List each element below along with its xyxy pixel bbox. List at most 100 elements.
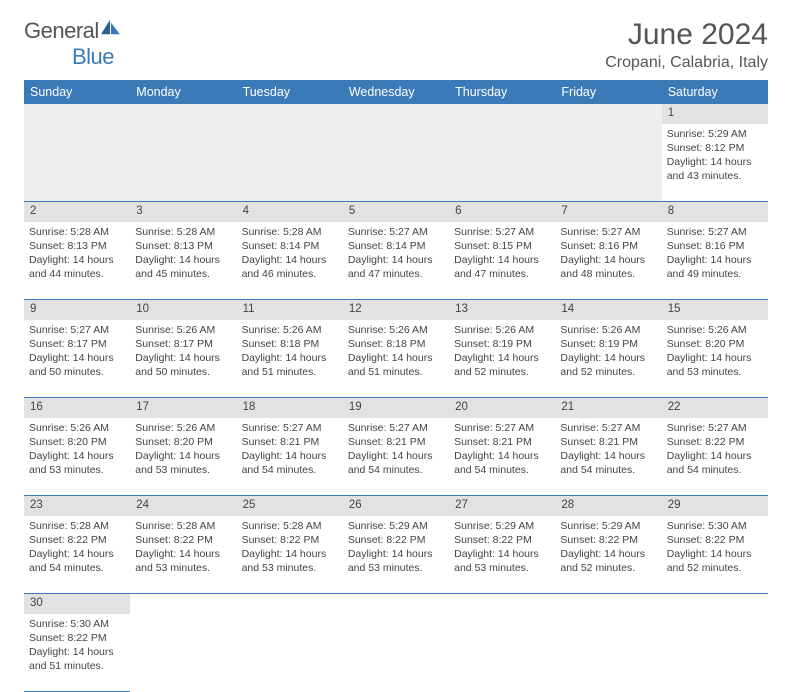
day-content: Sunrise: 5:28 AMSunset: 8:22 PMDaylight:… bbox=[135, 519, 231, 576]
day-number: 24 bbox=[130, 496, 236, 516]
day-content: Sunrise: 5:29 AMSunset: 8:12 PMDaylight:… bbox=[667, 127, 763, 184]
day-sr: Sunrise: 5:27 AM bbox=[454, 225, 550, 239]
day-d1: Daylight: 14 hours bbox=[135, 449, 231, 463]
day-header: Friday bbox=[555, 80, 661, 104]
day-cell: Sunrise: 5:27 AMSunset: 8:16 PMDaylight:… bbox=[662, 222, 768, 300]
day-number bbox=[343, 594, 449, 614]
day-cell: Sunrise: 5:29 AMSunset: 8:22 PMDaylight:… bbox=[343, 516, 449, 594]
day-cell: Sunrise: 5:28 AMSunset: 8:14 PMDaylight:… bbox=[237, 222, 343, 300]
day-cell: Sunrise: 5:30 AMSunset: 8:22 PMDaylight:… bbox=[662, 516, 768, 594]
day-cell: Sunrise: 5:28 AMSunset: 8:13 PMDaylight:… bbox=[130, 222, 236, 300]
day-d1: Daylight: 14 hours bbox=[454, 253, 550, 267]
day-sr: Sunrise: 5:27 AM bbox=[29, 323, 125, 337]
day-ss: Sunset: 8:16 PM bbox=[560, 239, 656, 253]
day-number: 22 bbox=[662, 398, 768, 418]
day-d1: Daylight: 14 hours bbox=[348, 449, 444, 463]
day-cell: Sunrise: 5:27 AMSunset: 8:21 PMDaylight:… bbox=[237, 418, 343, 496]
day-d1: Daylight: 14 hours bbox=[348, 253, 444, 267]
day-number: 9 bbox=[24, 300, 130, 320]
day-content: Sunrise: 5:26 AMSunset: 8:18 PMDaylight:… bbox=[348, 323, 444, 380]
day-ss: Sunset: 8:13 PM bbox=[29, 239, 125, 253]
day-ss: Sunset: 8:22 PM bbox=[348, 533, 444, 547]
day-ss: Sunset: 8:19 PM bbox=[454, 337, 550, 351]
day-header-row: SundayMondayTuesdayWednesdayThursdayFrid… bbox=[24, 80, 768, 104]
day-d2: and 45 minutes. bbox=[135, 267, 231, 281]
day-number: 30 bbox=[24, 594, 130, 614]
day-cell bbox=[555, 124, 661, 202]
day-d1: Daylight: 14 hours bbox=[135, 351, 231, 365]
daynum-row: 9101112131415 bbox=[24, 300, 768, 320]
day-ss: Sunset: 8:22 PM bbox=[135, 533, 231, 547]
day-content: Sunrise: 5:26 AMSunset: 8:17 PMDaylight:… bbox=[135, 323, 231, 380]
day-d2: and 51 minutes. bbox=[29, 659, 125, 673]
day-d1: Daylight: 14 hours bbox=[667, 155, 763, 169]
day-number bbox=[449, 594, 555, 614]
logo-text: GeneralBlue bbox=[24, 18, 121, 70]
day-content: Sunrise: 5:28 AMSunset: 8:22 PMDaylight:… bbox=[29, 519, 125, 576]
day-content: Sunrise: 5:27 AMSunset: 8:21 PMDaylight:… bbox=[560, 421, 656, 478]
day-ss: Sunset: 8:22 PM bbox=[29, 533, 125, 547]
day-d2: and 48 minutes. bbox=[560, 267, 656, 281]
daynum-row: 1 bbox=[24, 104, 768, 124]
day-header: Thursday bbox=[449, 80, 555, 104]
day-sr: Sunrise: 5:27 AM bbox=[348, 421, 444, 435]
week-row: Sunrise: 5:28 AMSunset: 8:13 PMDaylight:… bbox=[24, 222, 768, 300]
daynum-row: 2345678 bbox=[24, 202, 768, 222]
day-number: 8 bbox=[662, 202, 768, 222]
day-ss: Sunset: 8:20 PM bbox=[135, 435, 231, 449]
day-cell bbox=[662, 614, 768, 692]
day-number: 26 bbox=[343, 496, 449, 516]
day-d1: Daylight: 14 hours bbox=[667, 449, 763, 463]
day-ss: Sunset: 8:22 PM bbox=[29, 631, 125, 645]
day-cell: Sunrise: 5:26 AMSunset: 8:20 PMDaylight:… bbox=[130, 418, 236, 496]
day-ss: Sunset: 8:18 PM bbox=[348, 337, 444, 351]
day-cell: Sunrise: 5:27 AMSunset: 8:16 PMDaylight:… bbox=[555, 222, 661, 300]
day-cell bbox=[449, 614, 555, 692]
day-number bbox=[24, 104, 130, 124]
title-block: June 2024 Cropani, Calabria, Italy bbox=[605, 18, 768, 72]
day-ss: Sunset: 8:21 PM bbox=[348, 435, 444, 449]
calendar: SundayMondayTuesdayWednesdayThursdayFrid… bbox=[24, 80, 768, 692]
day-cell: Sunrise: 5:28 AMSunset: 8:22 PMDaylight:… bbox=[24, 516, 130, 594]
day-content: Sunrise: 5:28 AMSunset: 8:13 PMDaylight:… bbox=[29, 225, 125, 282]
day-d2: and 53 minutes. bbox=[29, 463, 125, 477]
day-content: Sunrise: 5:27 AMSunset: 8:22 PMDaylight:… bbox=[667, 421, 763, 478]
day-d2: and 52 minutes. bbox=[560, 365, 656, 379]
day-d2: and 54 minutes. bbox=[667, 463, 763, 477]
day-number: 15 bbox=[662, 300, 768, 320]
day-ss: Sunset: 8:12 PM bbox=[667, 141, 763, 155]
day-d2: and 52 minutes. bbox=[560, 561, 656, 575]
day-d2: and 54 minutes. bbox=[348, 463, 444, 477]
day-cell: Sunrise: 5:26 AMSunset: 8:19 PMDaylight:… bbox=[449, 320, 555, 398]
day-ss: Sunset: 8:20 PM bbox=[667, 337, 763, 351]
day-cell: Sunrise: 5:26 AMSunset: 8:20 PMDaylight:… bbox=[24, 418, 130, 496]
day-sr: Sunrise: 5:27 AM bbox=[560, 225, 656, 239]
day-cell: Sunrise: 5:26 AMSunset: 8:18 PMDaylight:… bbox=[237, 320, 343, 398]
day-number: 2 bbox=[24, 202, 130, 222]
day-d2: and 53 minutes. bbox=[135, 463, 231, 477]
day-content: Sunrise: 5:27 AMSunset: 8:15 PMDaylight:… bbox=[454, 225, 550, 282]
day-d2: and 43 minutes. bbox=[667, 169, 763, 183]
day-sr: Sunrise: 5:28 AM bbox=[135, 225, 231, 239]
day-number bbox=[555, 104, 661, 124]
day-d1: Daylight: 14 hours bbox=[560, 351, 656, 365]
week-row: Sunrise: 5:26 AMSunset: 8:20 PMDaylight:… bbox=[24, 418, 768, 496]
day-content: Sunrise: 5:28 AMSunset: 8:22 PMDaylight:… bbox=[242, 519, 338, 576]
day-d2: and 53 minutes. bbox=[348, 561, 444, 575]
day-sr: Sunrise: 5:27 AM bbox=[667, 225, 763, 239]
day-sr: Sunrise: 5:26 AM bbox=[242, 323, 338, 337]
day-d1: Daylight: 14 hours bbox=[135, 253, 231, 267]
day-sr: Sunrise: 5:26 AM bbox=[667, 323, 763, 337]
day-d1: Daylight: 14 hours bbox=[454, 547, 550, 561]
week-row: Sunrise: 5:30 AMSunset: 8:22 PMDaylight:… bbox=[24, 614, 768, 692]
day-cell bbox=[237, 614, 343, 692]
daynum-row: 30 bbox=[24, 594, 768, 614]
day-d2: and 53 minutes. bbox=[667, 365, 763, 379]
day-number: 21 bbox=[555, 398, 661, 418]
day-number bbox=[130, 104, 236, 124]
day-cell: Sunrise: 5:28 AMSunset: 8:22 PMDaylight:… bbox=[130, 516, 236, 594]
day-number: 12 bbox=[343, 300, 449, 320]
day-ss: Sunset: 8:13 PM bbox=[135, 239, 231, 253]
day-sr: Sunrise: 5:26 AM bbox=[135, 323, 231, 337]
day-content: Sunrise: 5:30 AMSunset: 8:22 PMDaylight:… bbox=[29, 617, 125, 674]
